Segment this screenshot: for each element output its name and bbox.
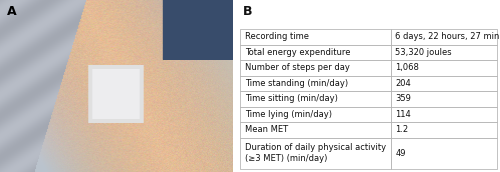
Bar: [240, 138, 390, 169]
Bar: [240, 60, 390, 76]
Text: 6 days, 22 hours, 27 minutes: 6 days, 22 hours, 27 minutes: [396, 33, 500, 41]
Bar: [390, 76, 498, 91]
Text: 359: 359: [396, 94, 411, 103]
Text: A: A: [7, 5, 16, 18]
Text: Recording time: Recording time: [245, 33, 309, 41]
Text: Total energy expenditure: Total energy expenditure: [245, 48, 350, 57]
Bar: [240, 76, 390, 91]
Text: Mean MET: Mean MET: [245, 125, 288, 134]
Bar: [240, 29, 390, 45]
Text: Duration of daily physical activity
(≥3 MET) (min/day): Duration of daily physical activity (≥3 …: [245, 143, 386, 163]
Bar: [240, 45, 390, 60]
Text: Time lying (min/day): Time lying (min/day): [245, 110, 332, 119]
Text: 53,320 joules: 53,320 joules: [396, 48, 452, 57]
Text: Time standing (min/day): Time standing (min/day): [245, 79, 348, 88]
Bar: [240, 107, 390, 122]
Text: Number of steps per day: Number of steps per day: [245, 63, 350, 72]
Bar: [390, 138, 498, 169]
Text: 114: 114: [396, 110, 411, 119]
Bar: [390, 107, 498, 122]
Bar: [390, 122, 498, 138]
Bar: [240, 91, 390, 107]
Bar: [390, 91, 498, 107]
Text: 204: 204: [396, 79, 411, 88]
Text: 49: 49: [396, 149, 406, 158]
Text: 1.2: 1.2: [396, 125, 408, 134]
Bar: [390, 60, 498, 76]
Text: 1,068: 1,068: [396, 63, 419, 72]
Text: B: B: [243, 5, 252, 18]
Bar: [390, 29, 498, 45]
Bar: [390, 45, 498, 60]
Text: Time sitting (min/day): Time sitting (min/day): [245, 94, 338, 103]
Bar: [240, 122, 390, 138]
